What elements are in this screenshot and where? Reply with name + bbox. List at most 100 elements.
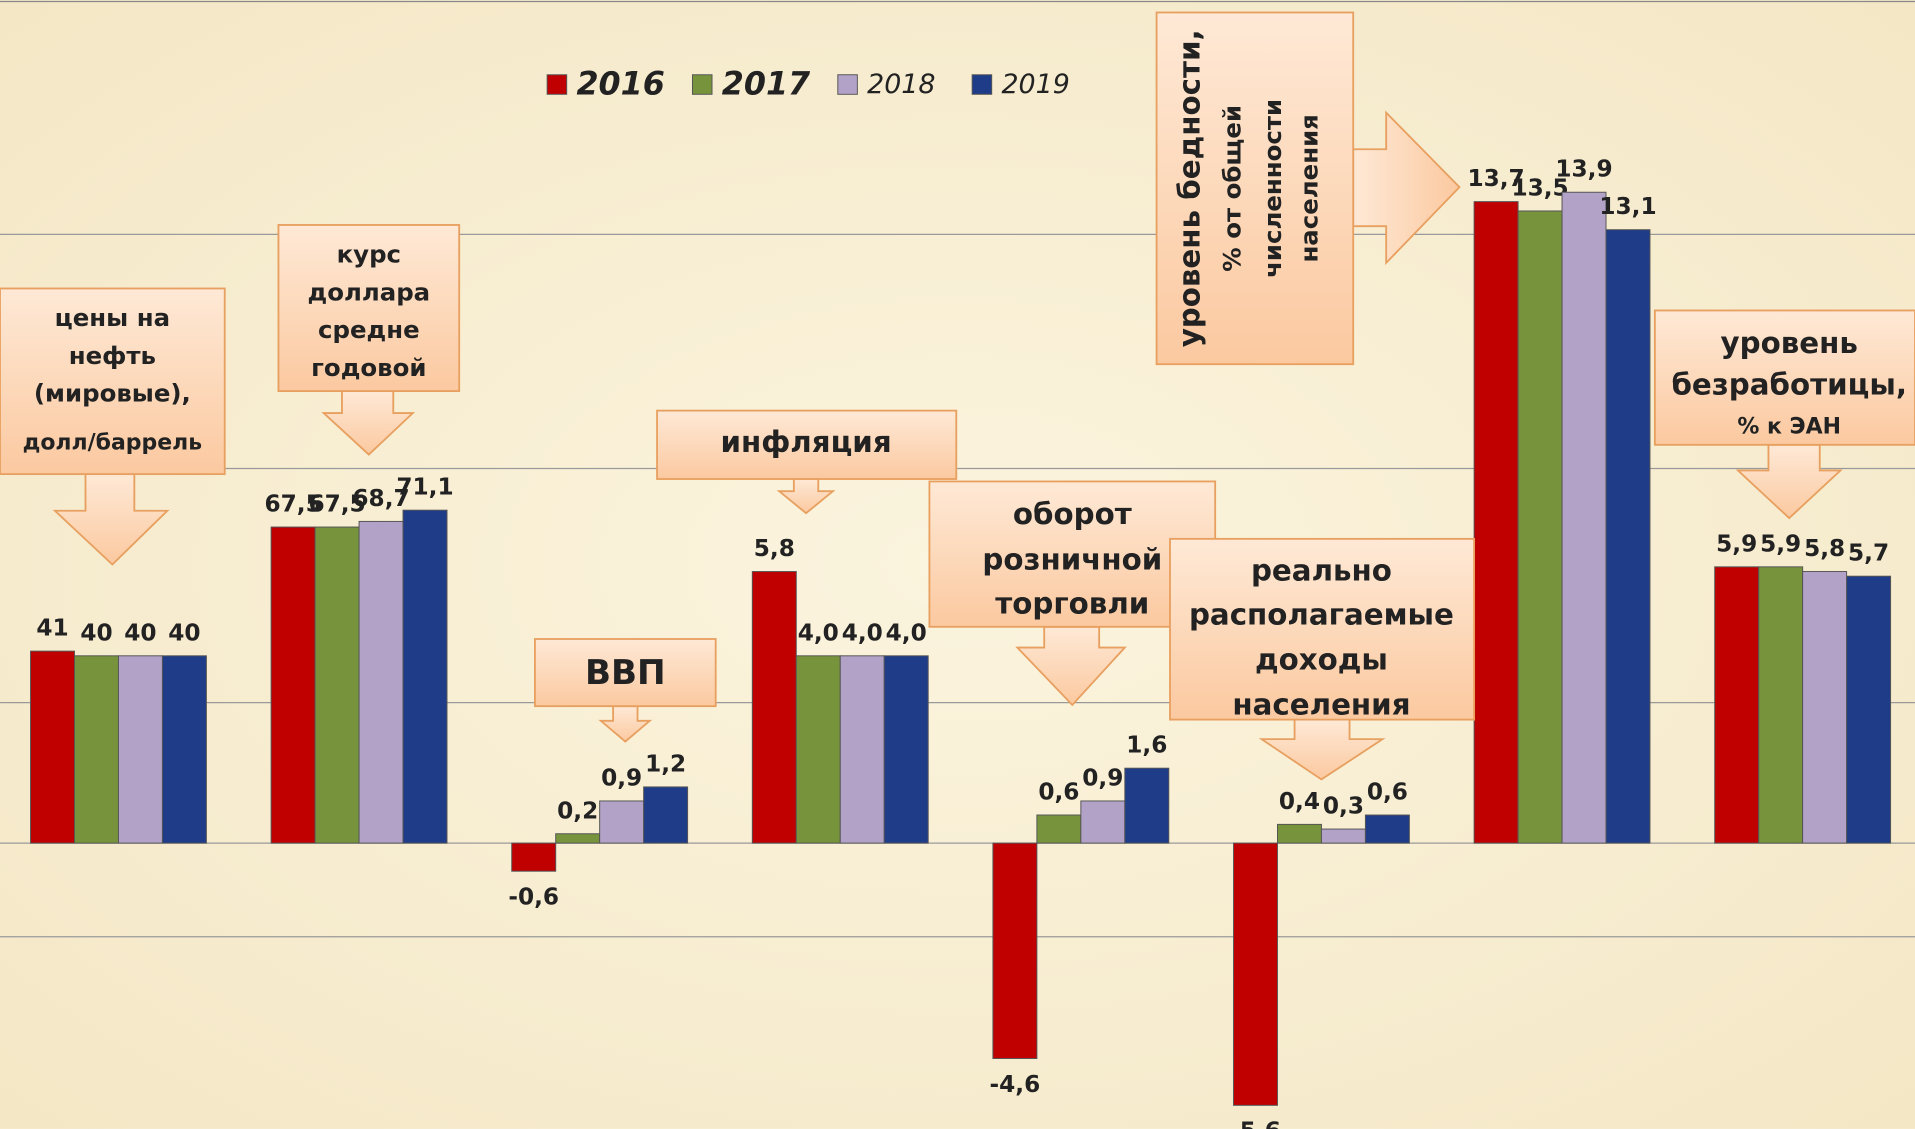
callout-box xyxy=(1169,537,1476,721)
legend-label: 2018 xyxy=(867,69,935,100)
callout-box xyxy=(1653,309,1915,446)
bar xyxy=(751,571,797,844)
callout-box xyxy=(1155,11,1355,366)
annotation: цены на xyxy=(55,303,170,332)
annotation: розничной xyxy=(982,542,1162,576)
value-label: 4,0 xyxy=(886,619,927,646)
value-label: 5,8 xyxy=(754,535,795,562)
bar xyxy=(555,833,601,844)
callout-box xyxy=(0,287,226,476)
bar xyxy=(1517,210,1563,844)
value-label: 67,5 xyxy=(308,491,365,518)
bar xyxy=(74,655,119,844)
value-label: 68,7 xyxy=(352,485,409,512)
bar xyxy=(1124,767,1170,844)
annotation: численности xyxy=(1258,99,1287,278)
value-label: 13,7 xyxy=(1467,165,1524,192)
value-label: 0,3 xyxy=(1323,793,1364,820)
value-label: 4,0 xyxy=(798,619,839,646)
annotation: % от общей xyxy=(1218,105,1247,272)
bar xyxy=(1605,229,1651,844)
annotation: торговли xyxy=(995,586,1149,620)
legend-swatch xyxy=(971,74,993,95)
bar xyxy=(117,655,163,844)
value-label: 71,1 xyxy=(396,474,453,501)
value-label: 5,9 xyxy=(1760,530,1801,557)
legend-label: 2017 xyxy=(722,67,811,103)
value-label: 41 xyxy=(36,615,68,642)
callout-box xyxy=(656,409,958,480)
bar xyxy=(992,842,1038,1059)
callout-arrow xyxy=(52,473,170,566)
value-label: 0,2 xyxy=(557,797,598,824)
value-label: 1,6 xyxy=(1126,732,1167,759)
bar xyxy=(161,655,207,844)
annotation: средне xyxy=(318,315,420,344)
value-label: 0,6 xyxy=(1038,779,1079,806)
annotation: уровень бедности, xyxy=(1172,29,1206,347)
value-label: 40 xyxy=(168,619,200,646)
callout-box xyxy=(534,638,717,708)
bar xyxy=(599,800,645,844)
legend-swatch xyxy=(546,74,568,95)
bar xyxy=(1714,566,1760,844)
annotation: % к ЭАН xyxy=(1737,415,1841,440)
annotation: населения xyxy=(1294,114,1323,262)
bar xyxy=(1036,814,1082,844)
bar xyxy=(1846,575,1892,844)
value-label: 5,9 xyxy=(1716,530,1757,557)
value-label: -5,6 xyxy=(1230,1118,1281,1129)
bar xyxy=(30,650,75,844)
bar xyxy=(643,786,689,844)
bar xyxy=(314,526,360,844)
value-label: 0,4 xyxy=(1279,788,1320,815)
bar xyxy=(358,520,404,844)
value-label: 5,8 xyxy=(1804,535,1845,562)
annotation: курс xyxy=(337,240,401,269)
value-label: 13,5 xyxy=(1511,174,1568,201)
annotation: населения xyxy=(1232,688,1410,722)
annotation: уровень xyxy=(1721,326,1858,360)
callout-arrow xyxy=(776,478,836,515)
value-label: 40 xyxy=(124,619,156,646)
bar xyxy=(511,842,557,872)
bar xyxy=(270,526,316,844)
annotation: безработицы, xyxy=(1671,368,1907,402)
annotation: реально xyxy=(1251,553,1392,587)
bar xyxy=(1276,823,1322,844)
bar xyxy=(883,655,929,844)
bar xyxy=(1233,842,1278,1106)
bar xyxy=(1802,571,1848,844)
legend-label: 2019 xyxy=(1001,69,1069,100)
value-label: 0,9 xyxy=(601,764,642,791)
annotation: доллара xyxy=(308,277,431,306)
value-label: 40 xyxy=(80,619,112,646)
value-label: 13,1 xyxy=(1599,193,1656,220)
annotation: располагаемые xyxy=(1189,597,1454,631)
legend-swatch xyxy=(837,74,858,95)
bar xyxy=(795,655,841,844)
callout-arrow xyxy=(321,390,416,456)
annotation: ВВП xyxy=(585,653,666,693)
callout-arrow xyxy=(1735,443,1843,520)
callout-arrow xyxy=(1015,625,1127,707)
annotation: годовой xyxy=(311,353,426,382)
value-label: 5,7 xyxy=(1848,540,1889,567)
annotation: доходы xyxy=(1255,642,1388,676)
bar xyxy=(1080,800,1126,844)
callout-box xyxy=(277,224,461,392)
bar xyxy=(1561,191,1607,844)
bar xyxy=(1364,814,1410,844)
bar xyxy=(402,509,448,844)
annotation: нефть xyxy=(69,341,156,370)
annotation: оборот xyxy=(1013,497,1132,531)
bar xyxy=(839,655,885,844)
value-label: 4,0 xyxy=(842,619,883,646)
callout-arrow xyxy=(598,705,653,743)
value-label: 13,9 xyxy=(1555,156,1612,183)
bar xyxy=(1758,566,1804,844)
value-label: 0,6 xyxy=(1367,779,1408,806)
legend-swatch xyxy=(691,74,713,95)
